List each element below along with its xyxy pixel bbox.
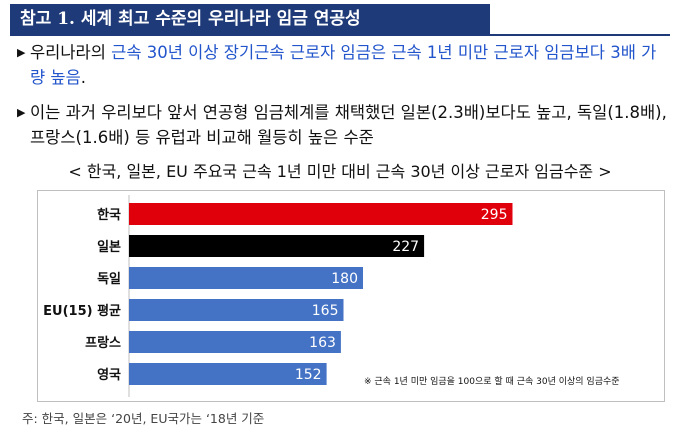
bar-1 — [129, 235, 425, 257]
bullet-2-text: 이는 과거 우리보다 앞서 연공형 임금체계를 채택했던 일본(2.3배)보다도… — [30, 103, 667, 147]
category-label-1: 일본 — [97, 240, 121, 255]
title-rule — [10, 34, 670, 36]
footnote: 주: 한국, 일본은 ‘20년, EU국가는 ‘18년 기준 — [22, 411, 265, 426]
value-label-1: 227 — [392, 239, 419, 255]
chart-svg: 한국 295 일본 227 독일 180 EU(15) 평균 165 프랑스 163 영국 152 — [43, 195, 513, 397]
bar-4 — [129, 331, 341, 353]
bar-chart: 한국 295 일본 227 독일 180 EU(15) 평균 165 프랑스 163 영국 152 — [37, 190, 665, 402]
bar-5 — [129, 363, 327, 385]
value-label-3: 165 — [312, 303, 339, 319]
bar-2 — [129, 267, 363, 289]
bullet-arrow-icon: ▶ — [17, 46, 26, 59]
value-label-4: 163 — [309, 335, 336, 351]
bar-0 — [129, 203, 513, 225]
category-label-5: 영국 — [97, 368, 121, 383]
bullet-1: ▶ 우리나라의 근속 30년 이상 장기근속 근로자 임금은 근속 1년 미만 … — [17, 40, 670, 90]
category-label-4: 프랑스 — [85, 336, 121, 351]
section-title: 참고 1. 세계 최고 수준의 우리나라 임금 연공성 — [10, 4, 490, 34]
chart-note: ※ 근속 1년 미만 임금을 100으로 할 때 근속 30년 이상의 임금수준 — [364, 377, 620, 387]
bullet-2: ▶ 이는 과거 우리보다 앞서 연공형 임금체계를 채택했던 일본(2.3배)보… — [17, 100, 670, 150]
bullet-1-highlight: 근속 30년 이상 장기근속 근로자 임금은 근속 1년 미만 근로자 임금보다… — [30, 43, 657, 87]
category-label-2: 독일 — [97, 272, 121, 287]
value-label-0: 295 — [481, 207, 508, 223]
bullet-1-post: . — [80, 68, 87, 87]
value-label-2: 180 — [331, 271, 358, 287]
value-label-5: 152 — [295, 367, 322, 383]
chart-caption: < 한국, 일본, EU 주요국 근속 1년 미만 대비 근속 30년 이상 근… — [68, 162, 612, 181]
category-label-0: 한국 — [97, 207, 121, 223]
bullet-1-pre: 우리나라의 — [30, 43, 112, 62]
category-label-3: EU(15) 평균 — [43, 303, 121, 319]
bar-3 — [129, 299, 344, 321]
bullet-arrow-icon: ▶ — [17, 106, 26, 119]
